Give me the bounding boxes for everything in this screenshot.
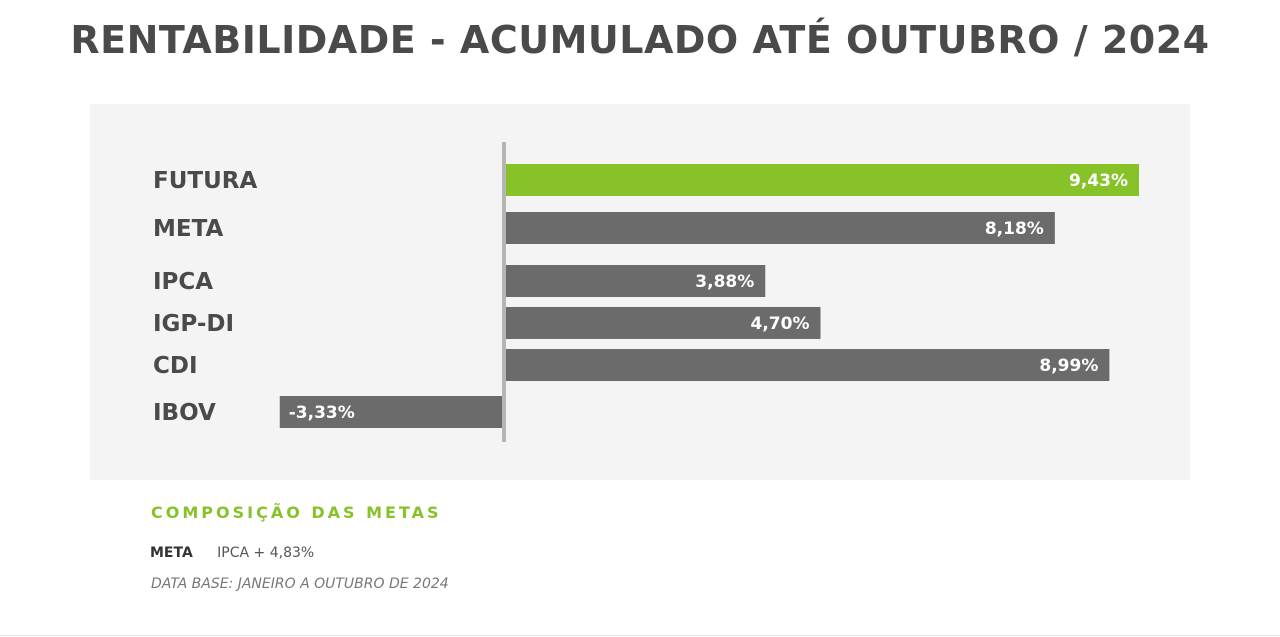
value-label-futura: 9,43%	[1069, 171, 1128, 191]
data-base-footnote: DATA BASE: JANEIRO A OUTUBRO DE 2024	[151, 576, 449, 592]
bar-cdi	[504, 349, 1110, 381]
bar-igp-di	[504, 307, 821, 339]
bar-chart: FUTURA 9,43% META 8,18% IPCA 3,88% IGP-DI 4,70%…	[153, 142, 1139, 442]
bar-ipca	[504, 265, 766, 297]
composition-key: META	[150, 545, 193, 561]
bottom-divider	[0, 635, 1280, 636]
value-label-cdi: 8,99%	[1039, 356, 1098, 376]
value-label-ibov: -3,33%	[289, 403, 355, 423]
value-label-ipca: 3,88%	[695, 272, 754, 292]
bar-ibov	[279, 396, 504, 428]
category-label-ipca: IPCA	[153, 269, 213, 295]
composition-title: COMPOSIÇÃO DAS METAS	[151, 503, 442, 522]
bar-meta	[504, 212, 1055, 244]
category-label-igp-di: IGP-DI	[153, 311, 234, 337]
composition-row: META IPCA + 4,83%	[150, 544, 314, 561]
category-label-cdi: CDI	[153, 353, 198, 379]
chart-panel: FUTURA 9,43% META 8,18% IPCA 3,88% IGP-DI 4,70%…	[90, 104, 1190, 480]
category-label-futura: FUTURA	[153, 168, 257, 194]
value-label-meta: 8,18%	[985, 219, 1044, 239]
chart-title: RENTABILIDADE - ACUMULADO ATÉ OUTUBRO / …	[70, 18, 1210, 62]
value-label-igp-di: 4,70%	[751, 314, 810, 334]
composition-value: IPCA + 4,83%	[217, 545, 315, 561]
category-label-meta: META	[153, 216, 224, 242]
bar-futura	[504, 164, 1139, 196]
category-label-ibov: IBOV	[153, 400, 216, 426]
